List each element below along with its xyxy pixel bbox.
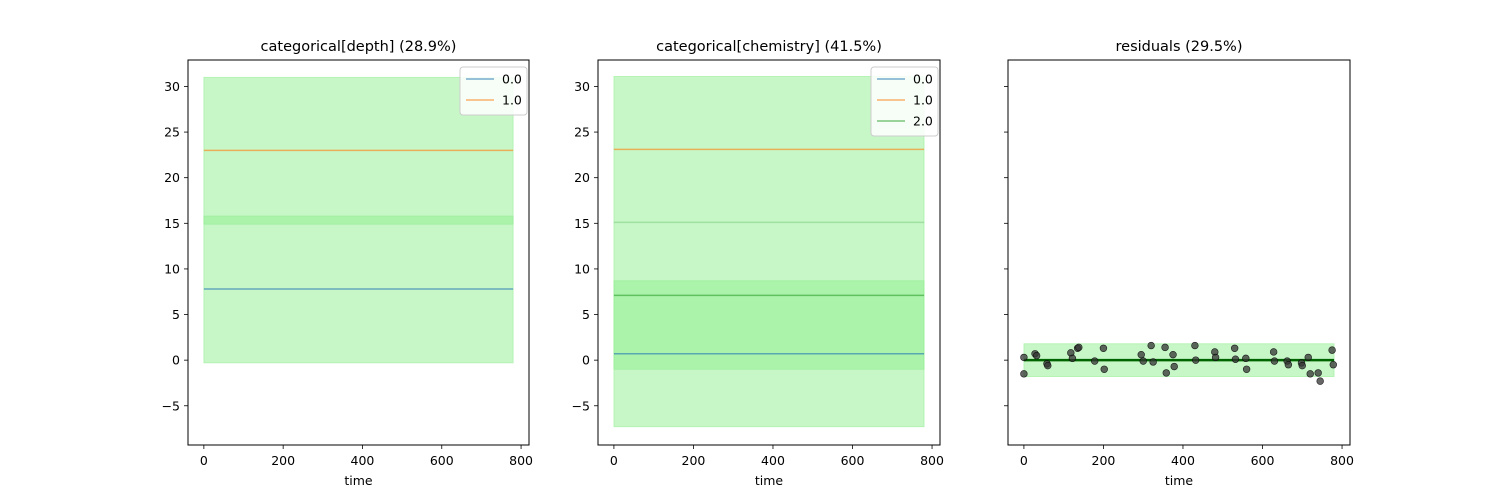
y-tick-label: −5 [572, 398, 590, 413]
residual-point [1147, 341, 1155, 350]
legend-label: 0.0 [913, 72, 933, 87]
y-tick-label: 10 [164, 261, 180, 276]
panel-chemistry: 0 200 400 600 800 time −5 0 5 10 15 20 25 30 categoric… [572, 39, 944, 488]
x-tick-label: 400 [351, 453, 375, 468]
residual-point [1169, 350, 1177, 359]
panel-depth: 0 200 400 600 800 time −5 0 5 10 15 20 25 30 categoric… [162, 39, 533, 488]
y-tick-label: 0 [172, 353, 180, 368]
residual-point [1139, 357, 1147, 365]
y-tick-label: 30 [164, 79, 180, 94]
residual-point [1090, 357, 1099, 365]
residual-point [1211, 353, 1220, 362]
x-tick-label: 200 [271, 453, 295, 468]
confidence-band [613, 280, 925, 370]
chart-title: residuals (29.5%) [1116, 39, 1243, 55]
residual-point [1316, 377, 1324, 385]
residual-point [1044, 361, 1052, 370]
y-tick-label: 25 [574, 125, 590, 140]
x-tick-label: 0 [200, 453, 208, 468]
y-tick-label: 20 [164, 170, 180, 185]
residual-point [1242, 365, 1251, 373]
x-tick-label: 600 [430, 453, 454, 468]
residual-point [1149, 358, 1157, 366]
y-tick-label: 25 [164, 125, 180, 140]
residual-point [1298, 361, 1306, 370]
legend-box [870, 66, 939, 137]
y-tick-label: 15 [574, 216, 590, 231]
residual-point [1162, 369, 1170, 377]
x-tick-label: 800 [920, 453, 944, 468]
residual-point [1314, 369, 1322, 377]
residual-point [1137, 350, 1145, 359]
y-tick-label: 5 [172, 307, 180, 322]
x-tick-label: 400 [1171, 453, 1195, 468]
axes-frame [1007, 59, 1351, 446]
confidence-band [203, 215, 514, 225]
legend-label: 2.0 [913, 114, 933, 129]
residual-point [1304, 353, 1312, 362]
chart-title: categorical[chemistry] (41.5%) [656, 39, 882, 55]
x-tick-label: 600 [841, 453, 865, 468]
x-axis-label: time [1165, 473, 1194, 488]
y-tick-label: 5 [582, 307, 590, 322]
y-tick-label: 30 [574, 79, 590, 94]
axes-frame [597, 59, 941, 446]
x-tick-label: 400 [761, 453, 785, 468]
residual-point [1230, 344, 1239, 352]
residual-point [1270, 357, 1279, 365]
y-tick-label: 0 [582, 353, 590, 368]
residual-point [1075, 343, 1083, 352]
residual-point [1192, 356, 1200, 364]
residual-point [1020, 353, 1028, 362]
residual-point [1284, 361, 1293, 369]
x-tick-label: 800 [509, 453, 533, 468]
x-tick-label: 800 [1330, 453, 1354, 468]
residual-point [1328, 346, 1336, 354]
legend-label: 1.0 [913, 93, 933, 108]
x-tick-label: 0 [610, 453, 618, 468]
y-tick-label: −5 [162, 398, 180, 413]
y-tick-label: 15 [164, 216, 180, 231]
x-tick-label: 0 [1020, 453, 1028, 468]
residual-point [1068, 354, 1077, 363]
residual-point [1032, 351, 1041, 360]
residual-point [1329, 361, 1337, 369]
x-tick-label: 200 [1092, 453, 1116, 468]
y-tick-label: 10 [574, 261, 590, 276]
residual-point [1170, 362, 1178, 371]
chart-title: categorical[depth] (28.9%) [261, 39, 457, 55]
residual-point [1306, 370, 1314, 378]
panel-residuals: 0 200 400 600 800 time residuals (29.5%) [1004, 39, 1354, 488]
x-tick-label: 600 [1251, 453, 1275, 468]
residual-point [1020, 370, 1028, 378]
residual-point [1161, 343, 1169, 352]
x-tick-label: 200 [682, 453, 706, 468]
residual-point [1231, 355, 1240, 363]
residual-point [1269, 348, 1278, 356]
residual-point [1191, 341, 1199, 350]
residual-point [1242, 354, 1250, 363]
legend-label: 0.0 [502, 72, 522, 87]
legend-label: 1.0 [502, 93, 522, 108]
residual-point [1100, 365, 1108, 373]
x-axis-label: time [344, 473, 373, 488]
axes-frame [187, 59, 530, 446]
x-axis-label: time [755, 473, 784, 488]
y-tick-label: 20 [574, 170, 590, 185]
residual-point [1099, 344, 1108, 352]
